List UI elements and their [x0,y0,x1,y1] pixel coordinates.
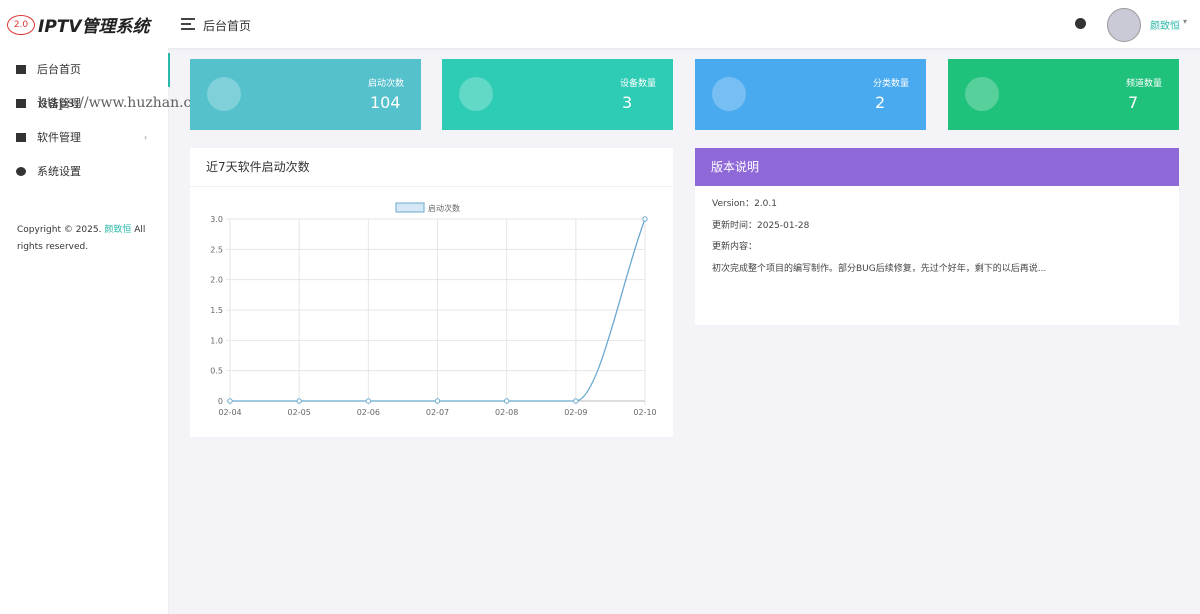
stat-icon [459,77,493,111]
nav-item[interactable]: 系统设置 [0,155,168,189]
version-line: 更新内容： [712,242,758,252]
chart-panel: 近7天软件启动次数 [190,148,673,437]
stat-icon [207,77,241,111]
stat-card: 分类数量 2 [695,59,926,130]
data-point [296,398,302,404]
sidebar: 后台首页 设备管理 软件管理 › 系统设置 Copyright © 2025. 颜… [0,48,170,614]
stat-card: 设备数量 3 [442,59,673,130]
y-tick-label: 1.5 [210,306,223,315]
copyright: Copyright © 2025. 颜致恒 All rights reserve… [17,225,146,252]
stat-label: 设备数量 [619,79,656,89]
data-point [573,398,579,404]
data-point [365,398,372,404]
legend-swatch [395,202,425,213]
y-tick-label: 2.5 [210,245,223,254]
y-tick-label: 3.0 [210,215,223,224]
version-line: 初次完成整个项目的编写制作。部分BUG后续修复，先过个好年，剩下的以后再说... [712,263,1047,274]
stat-value: 7 [1128,93,1139,112]
logo-badge: 2.0 [7,15,35,35]
stat-icon [712,77,746,111]
y-tick-label: 2.0 [210,276,223,285]
caret: ▾ [1183,17,1188,26]
x-tick-label: 02-07 [426,408,449,417]
top-bar: 2.0 IPTV管理系统 后台首页 颜致恒 ▾ [0,0,1200,48]
version-line: 更新时间：2025-01-28 [712,220,810,231]
x-tick-label: 02-04 [218,408,241,417]
version-body: Version：2.0.1 更新时间：2025-01-28 更新内容： 初次完成整个项… [695,186,1179,288]
stat-card: 频道数量 7 [948,59,1179,130]
nav-item[interactable]: 设备管理 [0,87,168,121]
nav-item[interactable]: 软件管理 › [0,121,168,155]
data-point [503,398,510,404]
stat-label: 频道数量 [1125,79,1162,89]
stat-value: 3 [622,93,633,112]
stat-label: 启动次数 [367,79,404,89]
stat-icon [965,77,999,111]
menu-toggle[interactable] [181,18,195,30]
stat-label: 分类数量 [872,79,909,89]
version-panel: 版本说明 Version：2.0.1 更新时间：2025-01-28 更新内容： 初次… [695,148,1179,325]
nav-item[interactable]: 后台首页 [0,53,170,87]
stat-value: 2 [875,93,886,112]
version-line: Version：2.0.1 [712,199,777,209]
legend-label: 启动次数 [428,203,460,213]
x-tick-label: 02-09 [564,408,587,417]
version-title: 版本说明 [695,148,1179,186]
header-title: 后台首页 [203,19,252,33]
chart-title: 近7天软件启动次数 [190,148,673,187]
y-tick-label: 0 [218,397,223,406]
user-name[interactable]: 颜致恒 [1150,21,1180,32]
y-tick-label: 1.0 [210,336,223,345]
y-tick-label: 0.5 [210,367,223,376]
x-tick-label: 02-05 [288,408,311,417]
x-tick-label: 02-08 [495,408,518,417]
x-tick-label: 02-06 [357,408,380,417]
stat-value: 104 [370,93,401,112]
data-point [434,398,441,404]
data-point [227,398,233,404]
x-tick-label: 02-10 [633,408,656,417]
theme-icon[interactable] [1075,18,1086,29]
stat-card: 启动次数 104 [190,59,421,130]
logo-title: IPTV管理系统 [38,17,150,37]
avatar[interactable] [1107,8,1141,42]
data-point [642,216,648,222]
